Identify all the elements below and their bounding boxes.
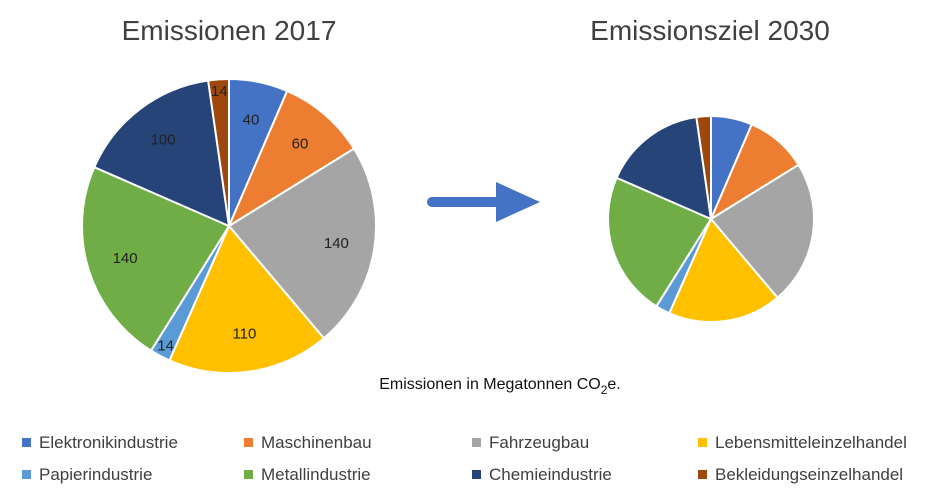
- pie-0-data-label-6: 100: [151, 131, 176, 148]
- legend-label-5: Metallindustrie: [261, 465, 371, 484]
- pie-chart-2030: [607, 114, 816, 323]
- pie-0-data-label-0: 40: [243, 112, 260, 129]
- chart-title-2030: Emissionsziel 2030: [590, 15, 830, 46]
- pie-chart-2017: 40 60 140 110 14 140 100 14: [81, 77, 377, 374]
- legend-swatch-3: [698, 438, 707, 447]
- chart-title-2017: Emissionen 2017: [122, 15, 337, 46]
- legend-swatch-6: [472, 470, 481, 479]
- pie-0-slice-6: [92, 79, 231, 228]
- pie-1-slice-6: [615, 115, 713, 221]
- pie-0-data-label-5: 140: [113, 250, 138, 267]
- chart-legend: Elektronikindustrie Maschinenbau Fahrzeugb…: [22, 433, 907, 484]
- legend-label-2: Fahrzeugbau: [489, 433, 589, 452]
- pie-1-slice-5: [607, 176, 713, 308]
- caption-suffix: e.: [607, 376, 620, 393]
- legend-swatch-1: [244, 438, 253, 447]
- legend-label-6: Chemieindustrie: [489, 465, 612, 484]
- pie-1-slice-2: [709, 163, 816, 300]
- pie-0-slice-5: [81, 165, 231, 352]
- legend-label-4: Papierindustrie: [39, 465, 152, 484]
- pie-0-data-label-7: 14: [211, 83, 228, 100]
- right-arrow-icon: [427, 182, 540, 222]
- legend-swatch-5: [244, 470, 253, 479]
- caption-text: Emissionen in Megatonnen CO: [379, 376, 600, 393]
- legend-label-3: Lebensmitteleinzelhandel: [715, 433, 907, 452]
- pie-0-slice-1: [226, 89, 356, 229]
- chart-caption: Emissionen in Megatonnen CO2e.: [379, 376, 620, 397]
- pie-0-data-label-2: 140: [324, 235, 349, 252]
- pie-0-data-label-4: 14: [157, 338, 174, 355]
- legend-label-7: Bekleidungseinzelhandel: [715, 465, 903, 484]
- legend-swatch-4: [22, 470, 31, 479]
- pie-0-data-label-1: 60: [292, 136, 309, 153]
- legend-label-1: Maschinenbau: [261, 433, 372, 452]
- legend-swatch-2: [472, 438, 481, 447]
- caption-subscript: 2: [601, 383, 608, 397]
- pie-0-data-label-3: 110: [232, 326, 256, 343]
- legend-swatch-0: [22, 438, 31, 447]
- pie-0-slice-3: [168, 224, 326, 374]
- pie-1-slice-3: [667, 217, 779, 323]
- legend-label-0: Elektronikindustrie: [39, 433, 178, 452]
- pie-0-slice-7: [207, 77, 230, 227]
- pie-0-slice-2: [227, 147, 377, 340]
- pie-1-slice-7: [695, 114, 712, 220]
- legend-swatch-7: [698, 470, 707, 479]
